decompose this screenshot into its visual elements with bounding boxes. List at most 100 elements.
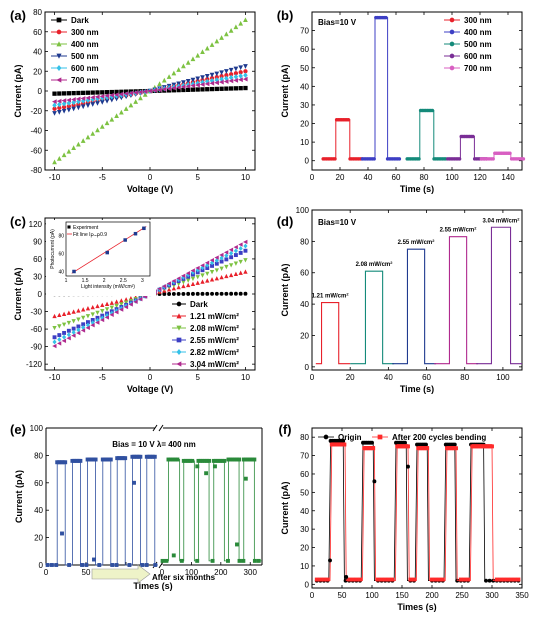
x-tick-label: 10 xyxy=(241,173,250,182)
data-point xyxy=(347,577,352,582)
bias-annotation: Bias = 10 V λ= 400 nm xyxy=(112,440,196,449)
y-tick-label: 100 xyxy=(296,206,310,215)
series-3 xyxy=(446,134,489,161)
transition-point xyxy=(328,558,332,563)
data-point xyxy=(191,291,195,296)
inset-point xyxy=(105,250,109,255)
legend-label: 400 nm xyxy=(71,40,99,49)
data-point xyxy=(195,558,200,563)
data-point xyxy=(505,577,510,582)
data-point xyxy=(238,270,243,275)
data-point xyxy=(186,87,191,92)
y-tick-label: 0 xyxy=(305,157,310,166)
data-point xyxy=(238,242,243,247)
data-point xyxy=(100,309,105,314)
data-point xyxy=(51,99,57,105)
y-tick-label: -20 xyxy=(30,107,42,116)
data-point xyxy=(57,101,62,108)
y-tick-label: 60 xyxy=(33,255,42,264)
data-point xyxy=(181,291,186,296)
data-point xyxy=(71,97,76,102)
legend: Origin After 200 cycles bending xyxy=(318,433,486,442)
data-point xyxy=(95,310,100,316)
data-point xyxy=(71,99,76,106)
data-point xyxy=(90,312,95,317)
data-point xyxy=(109,312,114,317)
data-point xyxy=(167,291,172,296)
data-point xyxy=(104,315,109,320)
data-point xyxy=(491,157,495,161)
data-point xyxy=(176,85,181,90)
legend-label: 700 nm xyxy=(71,76,99,85)
data-point xyxy=(94,94,100,100)
data-point xyxy=(52,313,57,319)
data-point xyxy=(243,72,248,78)
data-point xyxy=(224,273,229,279)
data-point xyxy=(333,157,337,161)
data-point xyxy=(114,310,119,315)
data-point xyxy=(224,257,229,262)
data-point xyxy=(76,105,81,111)
y-tick-label: 50 xyxy=(300,64,309,73)
y-tick-label: 50 xyxy=(300,488,309,497)
x-tick-label: -10 xyxy=(49,173,61,182)
panel-e: (e) 0 20 40 60 80 100 Current (pA) Times (s) Bias… xyxy=(10,422,263,591)
legend-entry: Dark xyxy=(172,300,208,309)
segment-1: 0 100 200 300 xyxy=(160,457,262,577)
data-point xyxy=(133,90,138,95)
plot-frame xyxy=(311,427,523,589)
data-point xyxy=(81,307,86,312)
y-tick-label: 70 xyxy=(300,452,309,461)
data-point xyxy=(61,338,67,343)
data-point xyxy=(175,457,180,462)
data-point xyxy=(156,87,162,93)
trace-line xyxy=(46,456,158,566)
arrow-shape xyxy=(91,564,151,584)
data-point xyxy=(487,578,492,583)
data-point xyxy=(214,268,219,273)
data-point xyxy=(195,280,200,285)
data-point xyxy=(66,148,72,154)
legend-marker xyxy=(56,53,62,59)
x-tick-label: 0 xyxy=(44,568,49,577)
data-point xyxy=(209,270,215,275)
y-tick-label: 20 xyxy=(300,120,309,129)
data-point xyxy=(104,93,110,99)
data-point xyxy=(166,74,172,79)
data-point xyxy=(223,79,229,84)
data-point xyxy=(238,77,243,83)
pulse-1: 2.08 mW/cm2 xyxy=(350,260,395,365)
data-point xyxy=(379,577,384,582)
data-point xyxy=(233,74,239,80)
data-point xyxy=(171,85,177,91)
data-point xyxy=(61,91,67,96)
data-point xyxy=(229,291,234,296)
data-point xyxy=(157,81,162,87)
data-point xyxy=(157,286,162,291)
data-point xyxy=(95,101,100,106)
data-point xyxy=(190,83,196,89)
x-axis-label: Time (s) xyxy=(400,184,434,194)
legend-label: 2.08 mW/cm² xyxy=(190,324,239,333)
data-point xyxy=(433,577,438,582)
y-tick-label: -80 xyxy=(30,166,42,175)
series-line xyxy=(407,110,447,160)
data-point xyxy=(238,73,243,79)
inset-y-tick-label: 40 xyxy=(58,270,64,276)
data-point xyxy=(430,577,434,582)
data-point xyxy=(209,72,215,78)
y-axis-label: Current (pA) xyxy=(13,65,23,118)
data-point xyxy=(176,291,181,296)
data-point xyxy=(66,328,71,333)
data-point xyxy=(166,86,172,91)
data-point xyxy=(204,81,210,87)
legend-marker xyxy=(449,29,455,35)
data-point xyxy=(243,243,248,249)
data-point xyxy=(66,320,72,326)
arrow-label: After six months xyxy=(152,573,216,582)
x-tick-label: 100 xyxy=(496,373,510,382)
inset-x-tick-label: 1 xyxy=(65,278,68,284)
inset-x-label: Light intensity (mW/cm²) xyxy=(81,284,135,290)
data-point xyxy=(90,304,95,310)
